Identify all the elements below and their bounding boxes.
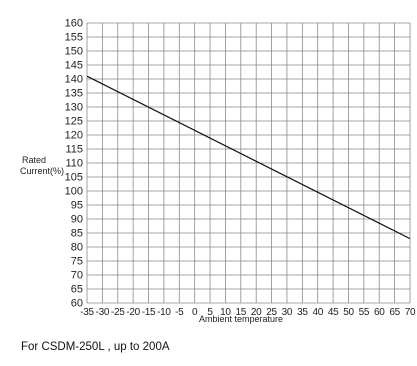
x-tick-label: 0 xyxy=(192,307,198,318)
x-tick-label: 5 xyxy=(207,307,213,318)
x-tick-label: -5 xyxy=(175,307,184,318)
x-tick-label: -20 xyxy=(126,307,140,318)
series-lines xyxy=(86,75,411,240)
y-axis-label-line-1: Rated xyxy=(22,155,46,165)
y-tick-label: 65 xyxy=(71,284,83,296)
x-tick-label: 30 xyxy=(282,307,293,318)
y-tick-label: 95 xyxy=(71,200,83,212)
x-tick-labels: -35 -30 -25 -20 -15 -10 -5 0 5 10 15 20 25 30 35 40 45 50… xyxy=(80,307,416,318)
grid xyxy=(86,22,411,304)
y-tick-label: 80 xyxy=(71,242,83,254)
y-tick-label: 150 xyxy=(65,46,83,58)
x-tick-label: 20 xyxy=(251,307,262,318)
y-axis-label-line-2: Current(%) xyxy=(20,166,64,176)
y-tick-label: 140 xyxy=(65,74,83,86)
x-tick-label: 35 xyxy=(297,307,308,318)
x-tick-label: -25 xyxy=(111,307,125,318)
x-tick-label: 25 xyxy=(266,307,277,318)
x-tick-label: 50 xyxy=(343,307,354,318)
x-tick-label: 65 xyxy=(389,307,400,318)
y-tick-label: 155 xyxy=(65,32,83,44)
y-tick-label: 60 xyxy=(71,298,83,310)
y-tick-label: 135 xyxy=(65,88,83,100)
y-tick-label: 115 xyxy=(65,144,83,156)
y-tick-labels: 160 155 150 145 140 135 130 125 120 115 110 105 100 9… xyxy=(65,18,83,310)
chart-caption: For CSDM-250L , up to 200A xyxy=(21,341,170,353)
y-tick-label: 100 xyxy=(65,186,83,198)
y-tick-label: 110 xyxy=(65,158,83,170)
x-axis-label: Ambient temperature xyxy=(199,314,283,324)
series-line xyxy=(86,75,411,240)
y-tick-label: 160 xyxy=(65,18,83,30)
y-tick-label: 145 xyxy=(65,60,83,72)
x-tick-label: -10 xyxy=(157,307,171,318)
x-tick-label: 10 xyxy=(220,307,231,318)
x-tick-label: 40 xyxy=(312,307,323,318)
y-tick-label: 105 xyxy=(65,172,83,184)
y-tick-label: 125 xyxy=(65,116,83,128)
x-tick-label: -15 xyxy=(142,307,156,318)
y-tick-label: 90 xyxy=(71,214,83,226)
x-tick-label: 55 xyxy=(359,307,370,318)
x-tick-label: 70 xyxy=(405,307,416,318)
x-tick-label: -30 xyxy=(96,307,110,318)
y-tick-label: 120 xyxy=(65,130,83,142)
y-tick-label: 70 xyxy=(71,270,83,282)
x-tick-label: -35 xyxy=(80,307,94,318)
x-tick-label: 15 xyxy=(236,307,247,318)
y-tick-label: 75 xyxy=(71,256,83,268)
x-tick-label: 60 xyxy=(374,307,385,318)
x-tick-label: 45 xyxy=(328,307,339,318)
y-tick-label: 85 xyxy=(71,228,83,240)
y-tick-label: 130 xyxy=(65,102,83,114)
